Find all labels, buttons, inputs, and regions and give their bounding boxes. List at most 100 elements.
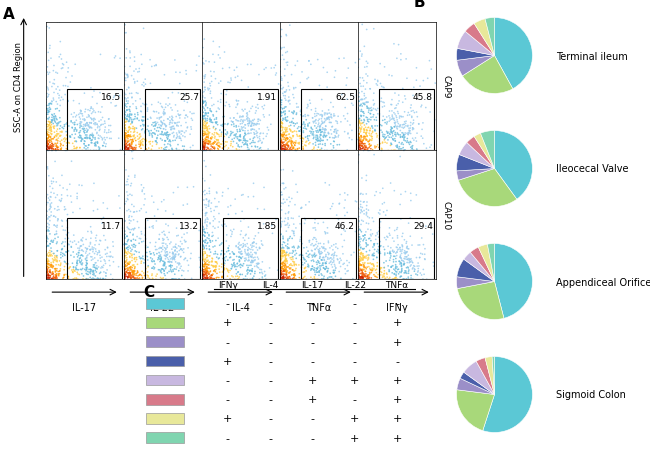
Point bbox=[155, 268, 166, 276]
Point bbox=[68, 264, 79, 272]
Point bbox=[257, 104, 267, 111]
Point bbox=[379, 264, 389, 272]
Point bbox=[213, 235, 224, 242]
Point bbox=[281, 249, 292, 256]
Point bbox=[237, 106, 248, 114]
Point bbox=[140, 275, 151, 282]
Point bbox=[275, 95, 285, 102]
Point bbox=[280, 132, 290, 139]
Point bbox=[322, 269, 333, 276]
Point bbox=[54, 197, 64, 204]
Point bbox=[306, 125, 317, 133]
Point bbox=[216, 264, 227, 271]
Point bbox=[387, 276, 398, 283]
Point bbox=[284, 273, 294, 281]
Point bbox=[199, 37, 209, 44]
Point bbox=[119, 129, 129, 137]
Point bbox=[257, 271, 268, 278]
Point bbox=[95, 255, 105, 262]
Point bbox=[406, 258, 417, 265]
Point bbox=[121, 96, 131, 103]
Point bbox=[129, 129, 139, 137]
Point bbox=[356, 134, 367, 142]
Point bbox=[148, 199, 159, 207]
Point bbox=[280, 262, 291, 269]
Point bbox=[55, 262, 66, 270]
Point bbox=[377, 140, 387, 147]
Point bbox=[354, 261, 365, 268]
Point bbox=[365, 247, 375, 254]
Point bbox=[119, 110, 129, 118]
Point bbox=[281, 271, 291, 278]
Point bbox=[68, 140, 78, 147]
Point bbox=[289, 123, 300, 130]
Point bbox=[357, 273, 367, 280]
Point bbox=[181, 112, 192, 120]
Point bbox=[246, 62, 256, 69]
Point bbox=[164, 114, 175, 121]
Point bbox=[152, 124, 162, 132]
Point bbox=[72, 195, 83, 202]
Point bbox=[356, 236, 366, 243]
Point bbox=[46, 251, 57, 258]
Point bbox=[123, 101, 133, 108]
Bar bbox=[146, 219, 200, 280]
Point bbox=[122, 267, 133, 274]
Point bbox=[42, 94, 53, 101]
Point bbox=[89, 272, 99, 279]
Point bbox=[150, 120, 160, 127]
Point bbox=[281, 126, 292, 133]
Point bbox=[211, 130, 222, 137]
Point bbox=[52, 248, 62, 255]
Point bbox=[49, 257, 60, 264]
Point bbox=[320, 133, 330, 140]
Point bbox=[400, 253, 410, 261]
Point bbox=[127, 271, 138, 278]
Point bbox=[80, 117, 90, 124]
Point bbox=[44, 264, 54, 272]
Text: +: + bbox=[223, 414, 233, 423]
Point bbox=[162, 249, 172, 256]
Point bbox=[65, 133, 75, 141]
Point bbox=[154, 250, 164, 257]
Point bbox=[197, 262, 207, 269]
Point bbox=[254, 245, 265, 253]
Point bbox=[278, 133, 288, 141]
Point bbox=[276, 116, 286, 124]
Point bbox=[233, 269, 243, 276]
Point bbox=[282, 141, 293, 148]
Point bbox=[86, 257, 97, 264]
Point bbox=[211, 267, 221, 274]
Point bbox=[354, 144, 365, 152]
Point bbox=[42, 192, 53, 199]
Point bbox=[78, 276, 88, 283]
Point bbox=[79, 135, 90, 143]
Point bbox=[201, 100, 211, 107]
Point bbox=[280, 96, 290, 103]
Point bbox=[275, 268, 285, 275]
Point bbox=[125, 125, 136, 133]
Point bbox=[70, 138, 80, 146]
Point bbox=[136, 260, 146, 267]
Point bbox=[129, 117, 139, 124]
Point bbox=[131, 237, 141, 244]
Point bbox=[127, 213, 137, 221]
Point bbox=[48, 274, 58, 281]
Point bbox=[278, 275, 288, 282]
Point bbox=[62, 232, 72, 239]
Point bbox=[408, 120, 419, 127]
Point bbox=[413, 268, 423, 275]
Point bbox=[130, 264, 140, 271]
Point bbox=[73, 267, 83, 274]
Point bbox=[118, 120, 129, 127]
Point bbox=[424, 144, 435, 152]
Point bbox=[353, 77, 363, 84]
Point bbox=[320, 123, 331, 130]
Point bbox=[403, 276, 413, 283]
Point bbox=[276, 102, 287, 109]
Point bbox=[290, 147, 300, 155]
Point bbox=[299, 255, 309, 262]
Point bbox=[276, 124, 286, 131]
Point bbox=[65, 79, 75, 87]
Point bbox=[281, 118, 291, 125]
